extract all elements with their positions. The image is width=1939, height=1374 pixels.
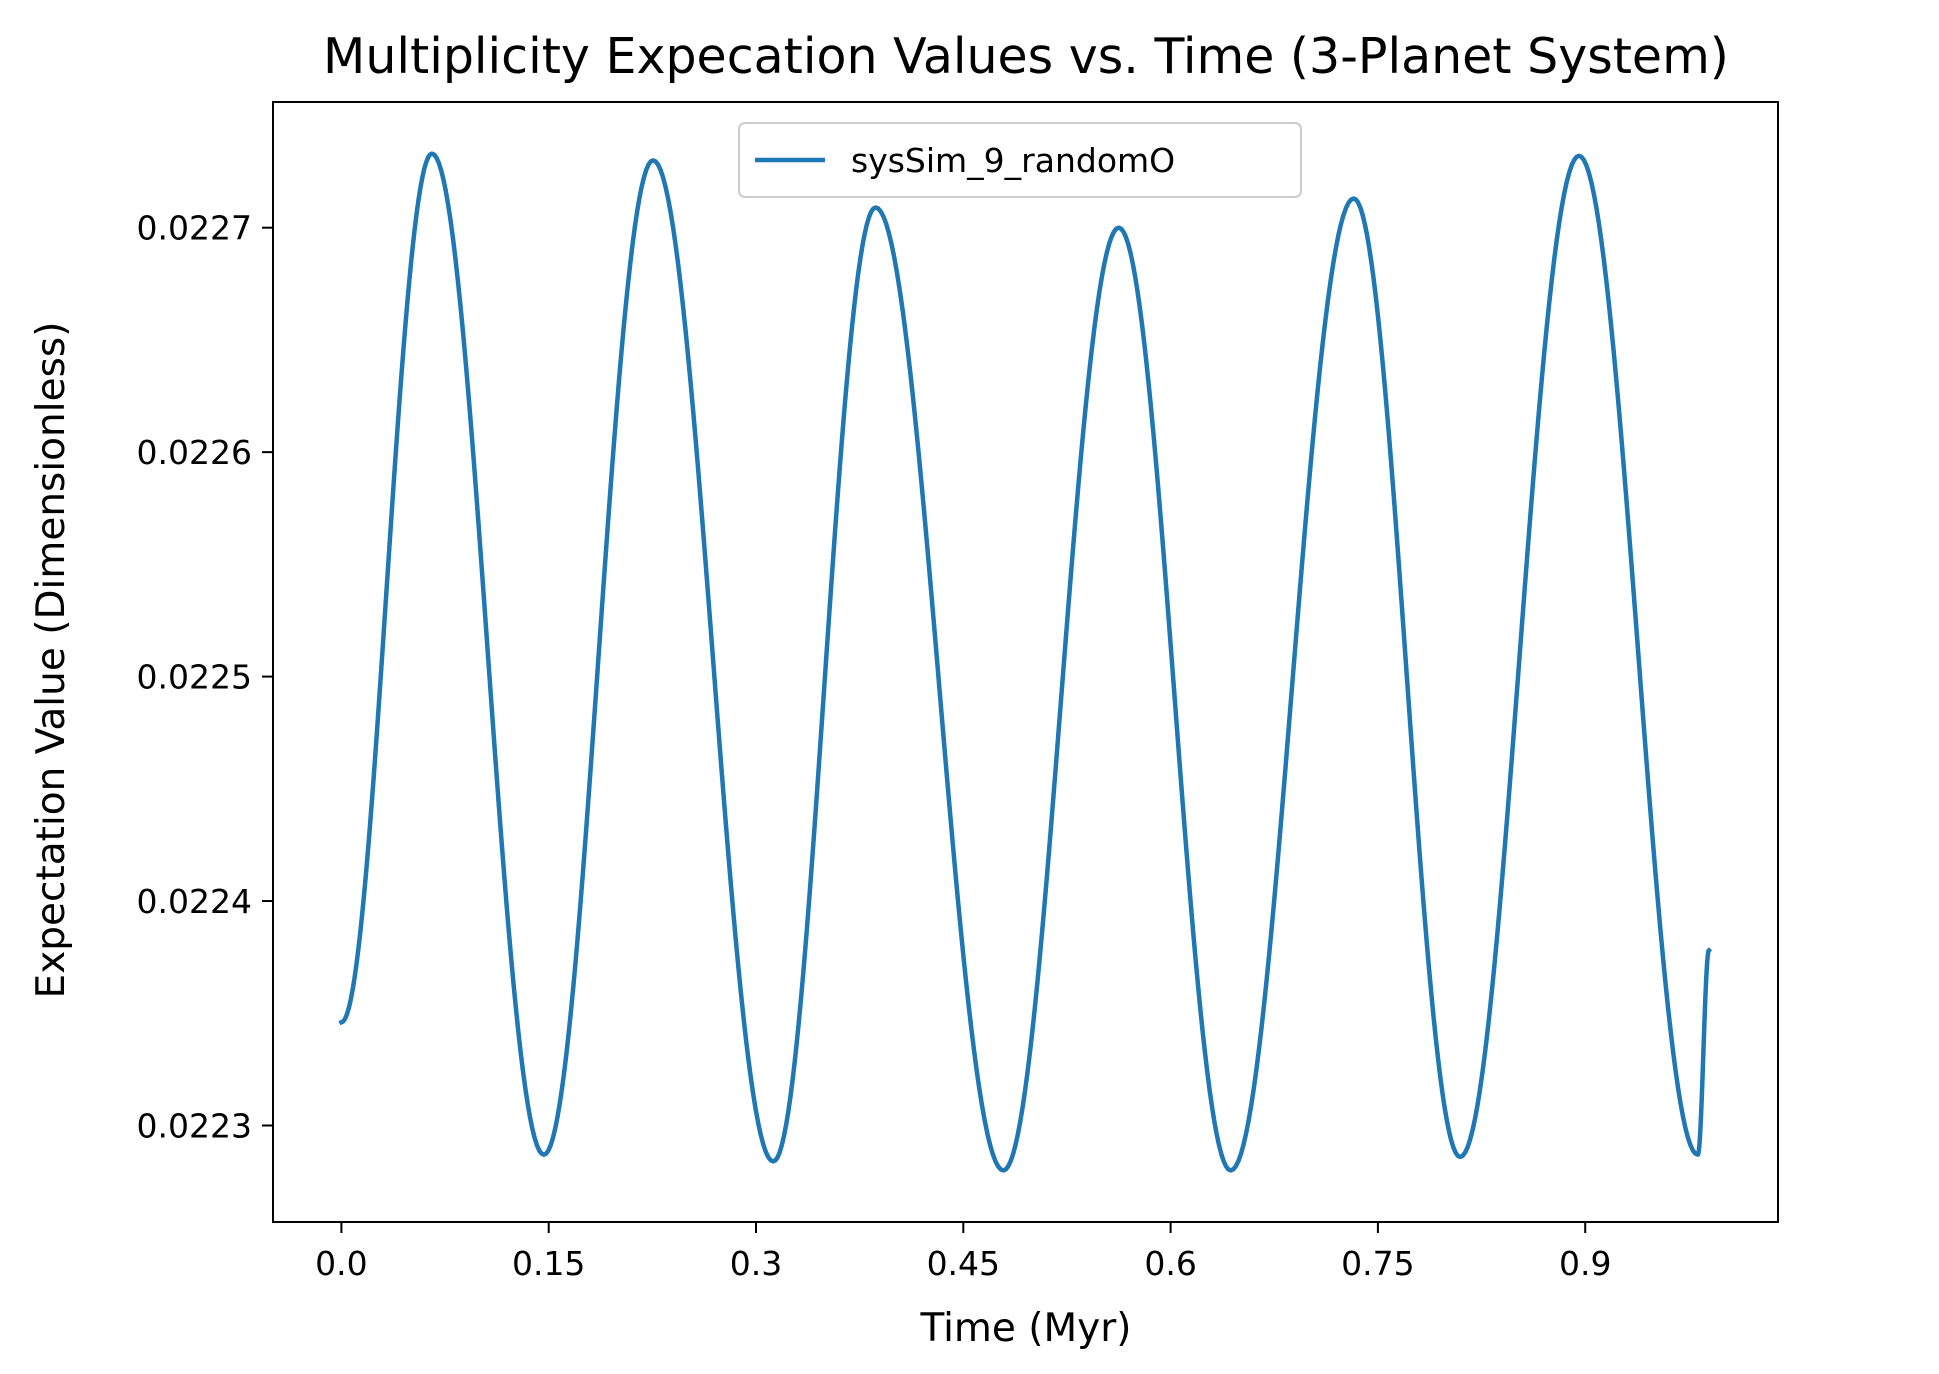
series-line-0	[338, 151, 1713, 1173]
y-tick-label: 0.0226	[137, 433, 252, 472]
plot-area: 0.0 0.15 0.3 0.45 0.6 0.75 0.9 0.0223 0.0224 0.02…	[137, 101, 1779, 1283]
x-tick-label: 0.15	[512, 1244, 585, 1283]
x-tick-label: 0.9	[1559, 1244, 1611, 1283]
legend-box	[738, 122, 1302, 198]
y-tick-label: 0.0225	[137, 658, 252, 697]
y-axis-label: Expectation Value (Dimensionless)	[29, 322, 74, 999]
x-tick-label: 0.75	[1341, 1244, 1414, 1283]
x-axis-label: Time (Myr)	[919, 1306, 1131, 1351]
y-tick-label: 0.0227	[137, 209, 252, 248]
y-tick-label: 0.0223	[137, 1106, 252, 1145]
x-tick-label: 0.0	[315, 1244, 367, 1283]
axes-frame	[272, 101, 1779, 1223]
x-tick-label: 0.6	[1144, 1244, 1196, 1283]
chart-title: Multiplicity Expecation Values vs. Time …	[323, 28, 1729, 85]
y-tick-label: 0.0224	[137, 882, 252, 921]
x-tick-label: 0.45	[927, 1244, 1000, 1283]
x-tick-label: 0.3	[730, 1244, 782, 1283]
legend-label-0: sysSim_9_randomO	[851, 141, 1175, 180]
